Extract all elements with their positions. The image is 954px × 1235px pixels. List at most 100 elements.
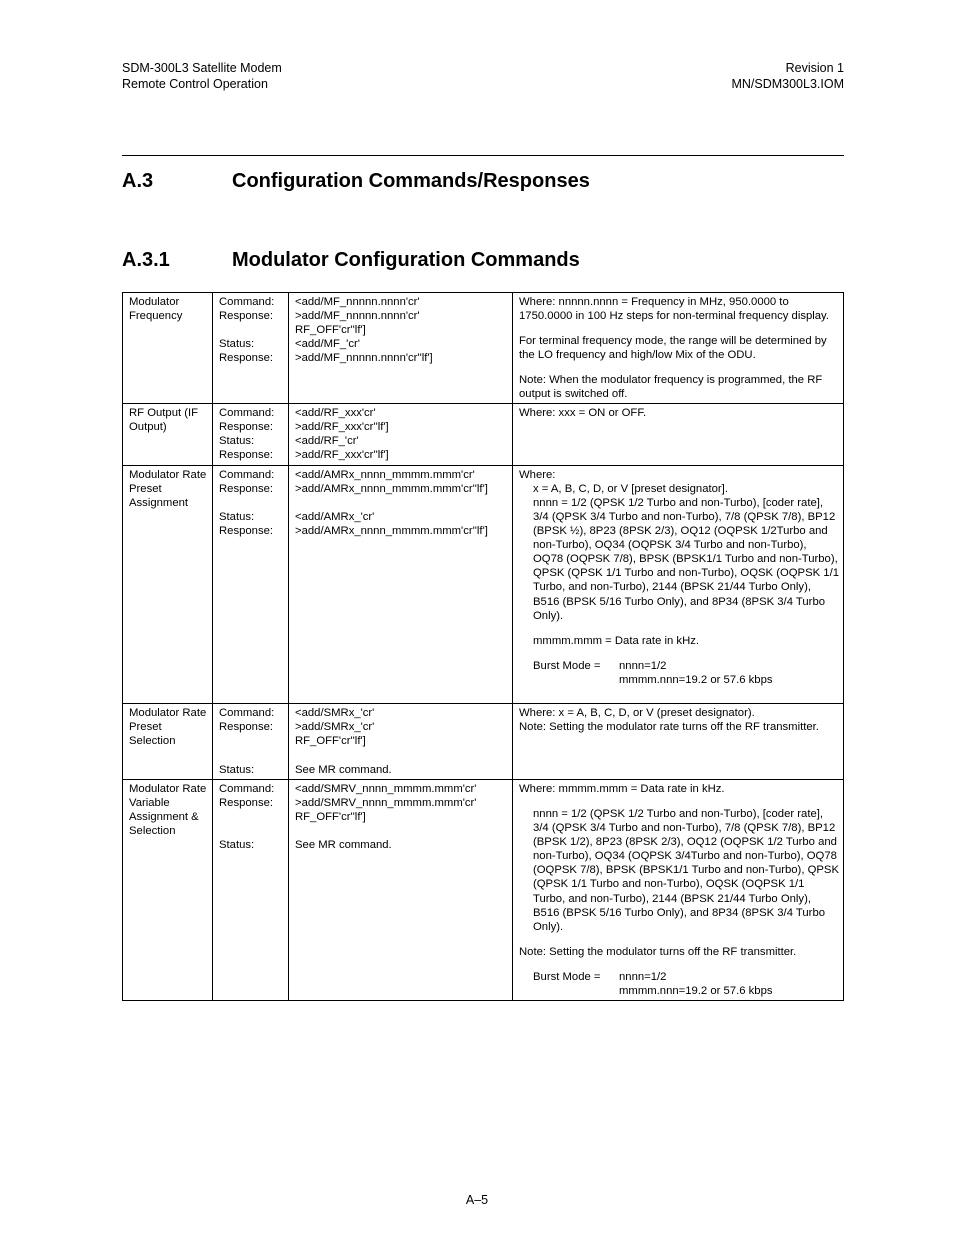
desc-para: Note: When the modulator frequency is pr… xyxy=(519,373,839,401)
label: Command: xyxy=(219,406,284,420)
header-left-line2: Remote Control Operation xyxy=(122,76,282,92)
label-cell: Command: Response: Status: xyxy=(213,704,289,780)
param-name: Modulator Rate Variable Assignment & Sel… xyxy=(123,779,213,1000)
syntax-line: >add/SMRx_'cr' xyxy=(295,720,508,734)
syntax-line: RF_OFF'cr''lf'] xyxy=(295,734,508,748)
header-right: Revision 1 MN/SDM300L3.IOM xyxy=(731,60,844,93)
section-number: A.3 xyxy=(122,170,232,193)
syntax-line: See MR command. xyxy=(295,838,508,852)
syntax-line: RF_OFF'cr''lf'] xyxy=(295,810,508,824)
label: Response: xyxy=(219,351,284,365)
burst-val: nnnn=1/2 xyxy=(619,970,666,984)
syntax-line: >add/AMRx_nnnn_mmmm.mmm'cr''lf'] xyxy=(295,524,508,538)
param-name: Modulator Frequency xyxy=(123,292,213,404)
burst-val: mmmm.nnn=19.2 or 57.6 kbps xyxy=(619,673,773,687)
desc-cell: Where: mmmm.mmm = Data rate in kHz. nnnn… xyxy=(513,779,844,1000)
page: SDM-300L3 Satellite Modem Remote Control… xyxy=(0,0,954,1235)
table-row: Modulator Rate Preset Assignment Command… xyxy=(123,465,844,704)
divider xyxy=(122,155,844,156)
syntax-line: >add/MF_nnnnn.nnnn'cr''lf'] xyxy=(295,351,508,365)
running-header: SDM-300L3 Satellite Modem Remote Control… xyxy=(122,60,844,93)
syntax-line: >add/MF_nnnnn.nnnn'cr' xyxy=(295,309,508,323)
burst-label: Burst Mode = xyxy=(519,659,619,673)
label: Status: xyxy=(219,510,284,524)
label: Status: xyxy=(219,838,284,852)
syntax-line: <add/SMRx_'cr' xyxy=(295,706,508,720)
desc-line: x = A, B, C, D, or V [preset designator]… xyxy=(519,482,839,496)
label-cell: Command: Response: Status: Response: xyxy=(213,404,289,465)
label: Response: xyxy=(219,720,284,734)
param-name: RF Output (IF Output) xyxy=(123,404,213,465)
label-cell: Command: Response: Status: xyxy=(213,779,289,1000)
desc-line: nnnn = 1/2 (QPSK 1/2 Turbo and non-Turbo… xyxy=(519,496,839,623)
syntax-line: >add/AMRx_nnnn_mmmm.mmm'cr''lf'] xyxy=(295,482,508,496)
syntax-cell: <add/AMRx_nnnn_mmmm.mmm'cr' >add/AMRx_nn… xyxy=(289,465,513,704)
desc-line: Where: xyxy=(519,468,839,482)
desc-para: Where: x = A, B, C, D, or V [preset desi… xyxy=(519,468,839,623)
burst-val: nnnn=1/2 xyxy=(619,659,666,673)
label: Status: xyxy=(219,763,284,777)
param-name: Modulator Rate Preset Assignment xyxy=(123,465,213,704)
param-name: Modulator Rate Preset Selection xyxy=(123,704,213,780)
syntax-line: >add/SMRV_nnnn_mmmm.mmm'cr' xyxy=(295,796,508,810)
desc-para: Where: xxx = ON or OFF. xyxy=(519,406,839,420)
desc-cell: Where: x = A, B, C, D, or V [preset desi… xyxy=(513,465,844,704)
section-title: Configuration Commands/Responses xyxy=(232,170,590,192)
desc-para: For terminal frequency mode, the range w… xyxy=(519,334,839,362)
syntax-line: <add/AMRx_nnnn_mmmm.mmm'cr' xyxy=(295,468,508,482)
header-right-line1: Revision 1 xyxy=(731,60,844,76)
syntax-line: >add/RF_xxx'cr''lf'] xyxy=(295,448,508,462)
syntax-line: <add/MF_'cr' xyxy=(295,337,508,351)
label: Command: xyxy=(219,782,284,796)
label: Response: xyxy=(219,309,284,323)
label: Command: xyxy=(219,468,284,482)
syntax-cell: <add/RF_xxx'cr' >add/RF_xxx'cr''lf'] <ad… xyxy=(289,404,513,465)
syntax-line: See MR command. xyxy=(295,763,508,777)
desc-cell: Where: x = A, B, C, D, or V (preset desi… xyxy=(513,704,844,780)
section-number: A.3.1 xyxy=(122,249,232,272)
label: Command: xyxy=(219,295,284,309)
command-table: Modulator Frequency Command: Response: S… xyxy=(122,292,844,1002)
syntax-cell: <add/SMRV_nnnn_mmmm.mmm'cr' >add/SMRV_nn… xyxy=(289,779,513,1000)
label-cell: Command: Response: Status: Response: xyxy=(213,292,289,404)
syntax-line: <add/RF_xxx'cr' xyxy=(295,406,508,420)
syntax-line: <add/RF_'cr' xyxy=(295,434,508,448)
label: Response: xyxy=(219,524,284,538)
desc-para: Note: Setting the modulator rate turns o… xyxy=(519,720,839,734)
label: Status: xyxy=(219,337,284,351)
page-number: A–5 xyxy=(0,1193,954,1207)
label: Response: xyxy=(219,448,284,462)
desc-para: Where: nnnnn.nnnn = Frequency in MHz, 95… xyxy=(519,295,839,323)
label: Command: xyxy=(219,706,284,720)
desc-cell: Where: xxx = ON or OFF. xyxy=(513,404,844,465)
label: Response: xyxy=(219,796,284,810)
syntax-cell: <add/MF_nnnnn.nnnn'cr' >add/MF_nnnnn.nnn… xyxy=(289,292,513,404)
header-right-line2: MN/SDM300L3.IOM xyxy=(731,76,844,92)
table-row: RF Output (IF Output) Command: Response:… xyxy=(123,404,844,465)
burst-block: Burst Mode = nnnn=1/2 mmmm.nnn=19.2 or 5… xyxy=(519,659,839,687)
desc-para: nnnn = 1/2 (QPSK 1/2 Turbo and non-Turbo… xyxy=(519,807,839,934)
syntax-line: <add/SMRV_nnnn_mmmm.mmm'cr' xyxy=(295,782,508,796)
section-heading-a3: A.3Configuration Commands/Responses xyxy=(122,170,844,193)
label: Response: xyxy=(219,420,284,434)
desc-para: mmmm.mmm = Data rate in kHz. xyxy=(519,634,839,648)
table-row: Modulator Frequency Command: Response: S… xyxy=(123,292,844,404)
section-title: Modulator Configuration Commands xyxy=(232,249,580,271)
syntax-line: RF_OFF'cr''lf'] xyxy=(295,323,508,337)
syntax-cell: <add/SMRx_'cr' >add/SMRx_'cr' RF_OFF'cr'… xyxy=(289,704,513,780)
desc-para: Where: x = A, B, C, D, or V (preset desi… xyxy=(519,706,839,720)
desc-cell: Where: nnnnn.nnnn = Frequency in MHz, 95… xyxy=(513,292,844,404)
label: Status: xyxy=(219,434,284,448)
burst-label: Burst Mode = xyxy=(519,970,619,984)
label-cell: Command: Response: Status: Response: xyxy=(213,465,289,704)
burst-val: mmmm.nnn=19.2 or 57.6 kbps xyxy=(619,984,773,998)
syntax-line: >add/RF_xxx'cr''lf'] xyxy=(295,420,508,434)
syntax-line: <add/MF_nnnnn.nnnn'cr' xyxy=(295,295,508,309)
desc-para: Where: mmmm.mmm = Data rate in kHz. xyxy=(519,782,839,796)
table-row: Modulator Rate Preset Selection Command:… xyxy=(123,704,844,780)
burst-block: Burst Mode = nnnn=1/2 mmmm.nnn=19.2 or 5… xyxy=(519,970,839,998)
header-left-line1: SDM-300L3 Satellite Modem xyxy=(122,60,282,76)
desc-para: Note: Setting the modulator turns off th… xyxy=(519,945,839,959)
header-left: SDM-300L3 Satellite Modem Remote Control… xyxy=(122,60,282,93)
syntax-line: <add/AMRx_'cr' xyxy=(295,510,508,524)
